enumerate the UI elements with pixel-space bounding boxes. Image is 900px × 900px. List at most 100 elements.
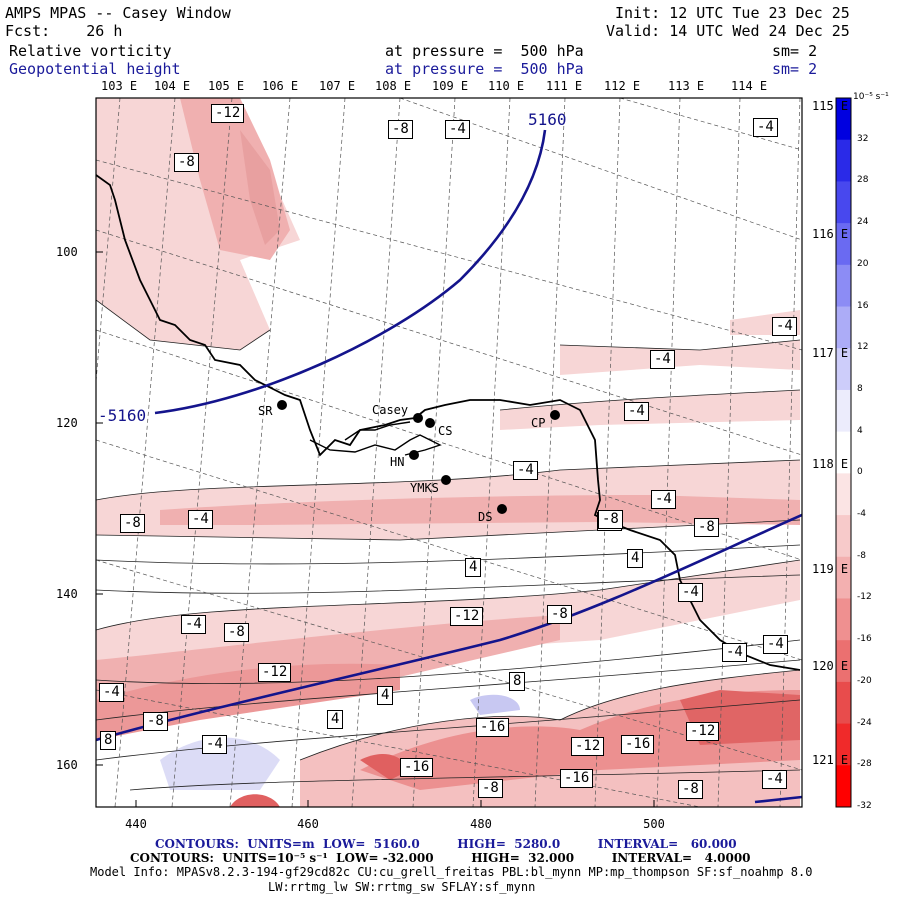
x-tick-label: 440 <box>125 817 147 831</box>
lon-label-right: 118 E <box>812 457 849 471</box>
field2-smoothing: sm= 2 <box>772 60 818 78</box>
lon-label: 108 E <box>375 79 412 93</box>
vorticity-contour-label: -4 <box>772 317 797 336</box>
neg-vorticity-band <box>96 560 800 660</box>
station-label-cp: CP <box>531 416 546 430</box>
field1-smoothing: sm= 2 <box>772 42 818 60</box>
colorbar-swatch <box>836 598 851 641</box>
vorticity-contour-label: -4 <box>650 350 675 369</box>
vorticity-contour-label: -8 <box>478 779 503 798</box>
vorticity-contour-label: 4 <box>465 558 482 577</box>
vorticity-contour-label: -8 <box>388 120 413 139</box>
colorbar-tick-label: 32 <box>857 133 869 144</box>
colorbar-swatch <box>836 139 851 182</box>
x-tick-label: 480 <box>470 817 492 831</box>
vorticity-contour-label: -4 <box>722 643 747 662</box>
colorbar-swatch <box>836 473 851 516</box>
vorticity-contour-label: -12 <box>571 737 605 756</box>
colorbar-tick-label: 0 <box>857 467 863 478</box>
vorticity-contour-label: -4 <box>762 770 787 789</box>
colorbar-swatch <box>836 306 851 349</box>
colorbar-tick-label: 8 <box>857 383 863 394</box>
lon-label-right: 119 E <box>812 562 849 576</box>
colorbar-frame <box>835 97 852 808</box>
vorticity-contour-label: -12 <box>450 607 484 626</box>
colorbar-swatch <box>836 431 851 474</box>
vorticity-contour-label: -8 <box>547 605 572 624</box>
colorbar-swatch <box>836 556 851 599</box>
vorticity-contour-label: -8 <box>694 518 719 537</box>
vorticity-contour-label: -12 <box>211 104 245 123</box>
pos-vorticity-region <box>160 737 280 790</box>
vorticity-contour-label: -4 <box>188 510 213 529</box>
vorticity-contour-label: 4 <box>377 686 394 705</box>
colorbar-tick-label: -28 <box>857 759 872 770</box>
colorbar-swatch <box>836 181 851 224</box>
neg-vorticity-peak <box>230 794 280 807</box>
vorticity-contour-label: -4 <box>678 583 703 602</box>
vorticity-contour-label: -4 <box>753 118 778 137</box>
vorticity-contour-label: -12 <box>258 663 292 682</box>
colorbar-unit: 10⁻⁵ s⁻¹ <box>853 92 889 102</box>
vorticity-contour-label: -4 <box>624 402 649 421</box>
vorticity-contour-label: -4 <box>181 615 206 634</box>
vorticity-contour-label: -8 <box>120 514 145 533</box>
colorbar-tick-label: -32 <box>857 801 872 811</box>
station-label-ymks: YMKS <box>410 481 439 495</box>
station-label-casey: Casey <box>372 403 409 417</box>
y-tick-label: 120 <box>56 416 78 430</box>
vorticity-contour-info: CONTOURS: UNITS=10⁻⁵ s⁻¹ LOW= -32.000 HI… <box>130 851 751 865</box>
model-info-physics: LW:rrtmg_lw SW:rrtmg_sw SFLAY:sf_mynn <box>268 880 536 894</box>
lon-label-right: 115 E <box>812 99 849 113</box>
x-tick-label: 460 <box>297 817 319 831</box>
vorticity-contour-label: 8 <box>509 672 526 691</box>
colorbar-swatch <box>836 98 851 141</box>
colorbar-tick-label: 24 <box>857 217 869 228</box>
lon-label: 105 E <box>208 79 245 93</box>
field2-level: at pressure = 500 hPa <box>385 60 584 78</box>
lon-label-right: 120 E <box>812 659 849 673</box>
neg-vorticity-band <box>500 390 800 430</box>
colorbar-tick-label: -8 <box>857 550 866 561</box>
valid-time: Valid: 14 UTC Wed 24 Dec 25 <box>606 22 850 40</box>
lon-label: 107 E <box>319 79 356 93</box>
colorbar-swatch <box>836 223 851 266</box>
lon-label: 104 E <box>154 79 191 93</box>
lon-label: 103 E <box>101 79 138 93</box>
colorbar-swatch <box>836 723 851 766</box>
neg-vorticity-band <box>560 340 800 375</box>
colorbar-tick-label: 20 <box>857 258 869 269</box>
vorticity-contour-label: -16 <box>400 758 434 777</box>
neg-vorticity-peak <box>360 754 410 780</box>
colorbar-tick-label: -16 <box>857 634 872 645</box>
station-label-cs: CS <box>438 424 453 438</box>
vorticity-contour-label: -4 <box>202 735 227 754</box>
lon-label-right: 116 E <box>812 227 849 241</box>
lon-label: 113 E <box>668 79 705 93</box>
vorticity-contour-label: -8 <box>678 780 703 799</box>
coastline-inner <box>309 434 442 456</box>
field2-name: Geopotential height <box>9 60 181 78</box>
neg-vorticity-core <box>240 130 280 245</box>
vorticity-contour-label: 8 <box>100 731 117 750</box>
colorbar-tick-label: 12 <box>857 342 869 353</box>
colorbar-swatch <box>836 681 851 725</box>
vorticity-contour-label: -4 <box>445 120 470 139</box>
height-label: 5160 <box>528 110 567 129</box>
lon-label: 110 E <box>488 79 525 93</box>
vorticity-contour-label: -12 <box>686 722 720 741</box>
colorbar-tick-label: 28 <box>857 175 869 186</box>
axis-ticks <box>96 251 655 807</box>
height-contour-5160 <box>96 513 802 742</box>
latlon-grid <box>96 98 802 807</box>
lon-label: 109 E <box>432 79 469 93</box>
y-tick-label: 160 <box>56 758 78 772</box>
lon-label-right: 117 E <box>812 346 849 360</box>
y-tick-label: 140 <box>56 587 78 601</box>
vorticity-contour-label: -8 <box>143 712 168 731</box>
colorbar-swatch <box>836 765 851 808</box>
vorticity-contour-label: 4 <box>627 549 644 568</box>
coastline <box>96 174 801 671</box>
colorbar-tick-label: -24 <box>857 717 872 728</box>
